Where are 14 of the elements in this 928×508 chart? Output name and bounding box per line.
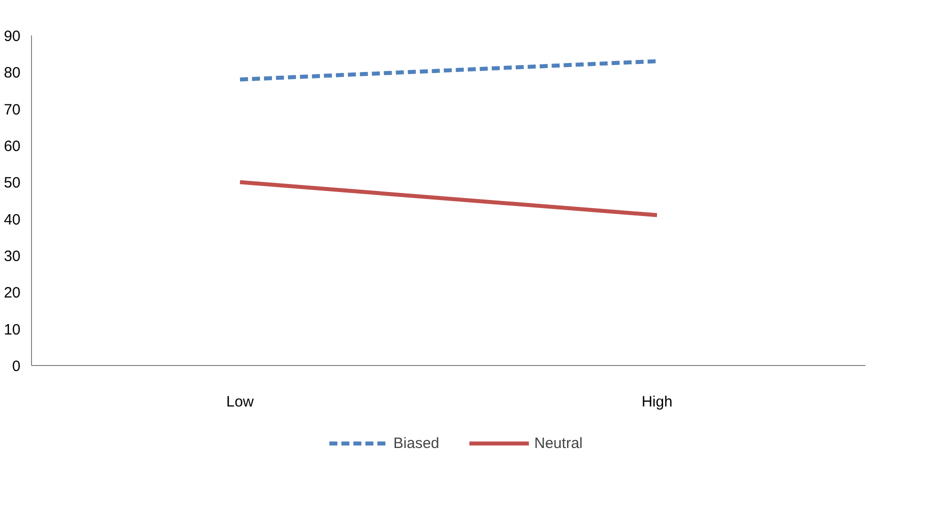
y-tick-label: 90 bbox=[4, 28, 21, 45]
x-tick-label: High bbox=[642, 394, 672, 410]
y-tick-label: 60 bbox=[4, 138, 21, 155]
legend-label: Neutral bbox=[534, 434, 583, 452]
legend-label: Biased bbox=[393, 434, 440, 452]
y-tick-label: 40 bbox=[4, 211, 21, 228]
y-tick-label: 30 bbox=[4, 248, 21, 265]
y-tick-label: 80 bbox=[4, 64, 21, 82]
y-tick-label: 20 bbox=[4, 284, 21, 302]
y-tick-label: 50 bbox=[4, 174, 21, 192]
y-tick-label: 70 bbox=[4, 101, 21, 118]
x-tick-label: Low bbox=[226, 394, 254, 410]
y-tick-label: 0 bbox=[12, 358, 20, 375]
y-tick-label: 10 bbox=[4, 321, 21, 338]
